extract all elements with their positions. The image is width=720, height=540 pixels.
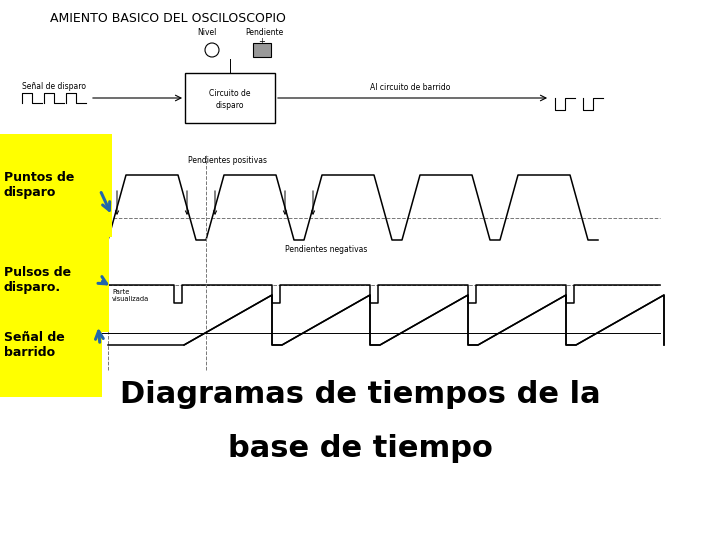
Text: Señal de disparo: Señal de disparo <box>22 82 86 91</box>
Text: Pendiente: Pendiente <box>246 28 284 37</box>
Text: Nivel: Nivel <box>197 28 217 37</box>
Text: Pulsos de
disparo.: Pulsos de disparo. <box>4 266 71 294</box>
Bar <box>253 43 271 57</box>
Text: Puntos de
disparo: Puntos de disparo <box>4 171 74 199</box>
Text: Circuito de: Circuito de <box>210 89 251 98</box>
Text: Pendientes positivas: Pendientes positivas <box>188 156 267 165</box>
Text: base de tiempo: base de tiempo <box>228 434 492 463</box>
Text: Señal de
barrido: Señal de barrido <box>4 331 65 359</box>
Text: Parte
visualizada: Parte visualizada <box>112 289 149 302</box>
Text: Pendientes negativas: Pendientes negativas <box>285 245 367 254</box>
Text: Al circuito de barrido: Al circuito de barrido <box>370 83 450 92</box>
Text: +: + <box>258 37 265 45</box>
Text: disparo: disparo <box>216 100 244 110</box>
Text: Diagramas de tiempos de la: Diagramas de tiempos de la <box>120 380 600 409</box>
Text: AMIENTO BASICO DEL OSCILOSCOPIO: AMIENTO BASICO DEL OSCILOSCOPIO <box>50 12 286 25</box>
Bar <box>185 73 275 123</box>
